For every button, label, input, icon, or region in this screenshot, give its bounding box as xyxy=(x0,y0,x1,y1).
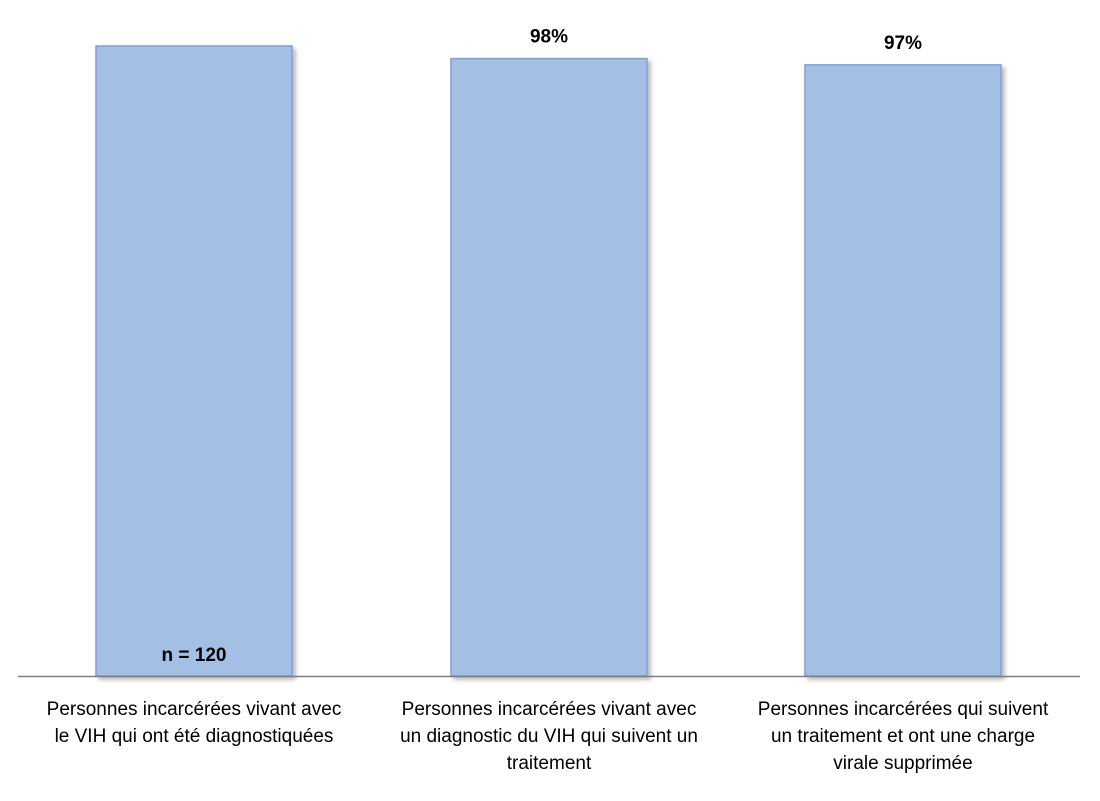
bar-3 xyxy=(804,64,1002,677)
category-label-3-line-3: virale supprimée xyxy=(833,753,972,774)
category-label-2-line-2: un diagnostic du VIH qui suivent un xyxy=(400,726,698,747)
category-label-3-line-2: un traitement et ont une charge xyxy=(771,726,1035,747)
category-label-2-line-1: Personnes incarcérées vivant avec xyxy=(402,699,697,720)
data-label-3: 97% xyxy=(884,33,922,54)
category-label-2-line-3: traitement xyxy=(507,753,592,774)
bar-2 xyxy=(450,57,648,677)
bars-layer xyxy=(95,45,1002,677)
bar-1 xyxy=(95,45,293,677)
category-label-3-line-1: Personnes incarcérées qui suivent xyxy=(758,699,1049,720)
category-label-1-line-1: Personnes incarcérées vivant avec xyxy=(47,699,342,720)
category-label-1-line-2: le VIH qui ont été diagnostiquées xyxy=(55,726,334,747)
labels-layer: Personnes incarcérées vivant avec le VIH … xyxy=(47,27,1049,774)
data-label-2: 98% xyxy=(530,27,568,48)
annotation-n-count: n = 120 xyxy=(162,645,227,666)
